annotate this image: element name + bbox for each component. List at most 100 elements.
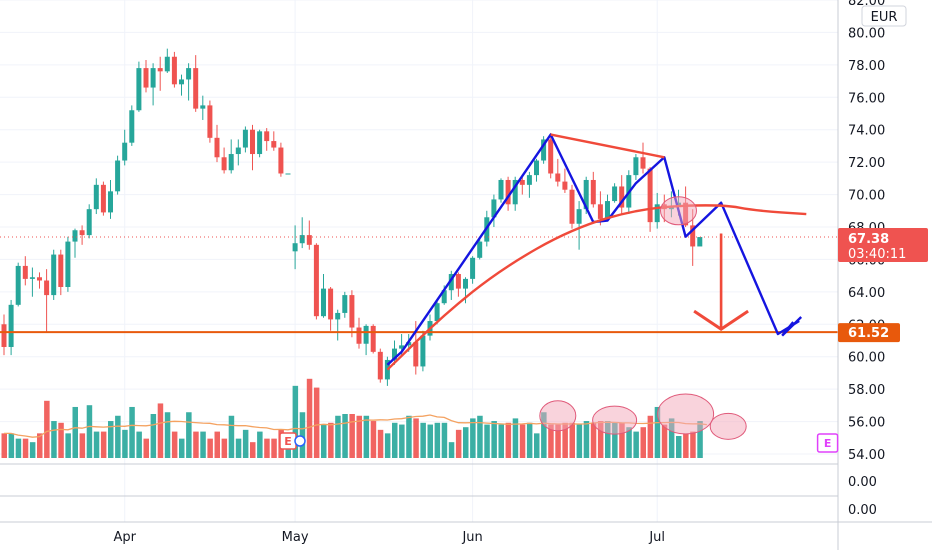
volume-bar xyxy=(228,415,235,458)
candle xyxy=(633,154,639,180)
volume-bar xyxy=(647,415,654,458)
time-axis[interactable]: Apr May Jun Jul xyxy=(113,530,665,545)
candle xyxy=(8,299,14,356)
volume-bar xyxy=(512,418,519,458)
candle xyxy=(335,309,341,341)
target-arrowhead xyxy=(693,309,749,331)
candle xyxy=(22,256,28,286)
volume-bar xyxy=(690,431,696,458)
last-price-badge: 67.38 03:40:11 xyxy=(838,228,928,263)
candle xyxy=(448,270,454,300)
currency-text: EUR xyxy=(871,10,898,25)
rounding-top-arc[interactable] xyxy=(386,204,807,371)
candle xyxy=(136,61,142,112)
volume-bar xyxy=(384,433,391,458)
volume-bar xyxy=(349,414,355,458)
candle xyxy=(455,272,461,297)
currency-label[interactable]: EUR xyxy=(861,5,907,27)
candle xyxy=(470,256,476,284)
candle xyxy=(306,220,312,250)
volume-bar xyxy=(399,424,405,458)
time-tick-label: Jun xyxy=(461,530,482,545)
candle xyxy=(72,228,78,258)
price-tick-label: 64.00 xyxy=(848,286,885,301)
volume-bar xyxy=(29,442,36,458)
candle xyxy=(242,126,248,153)
volume-bar xyxy=(235,438,242,458)
volume-bar xyxy=(207,438,213,458)
candle xyxy=(619,175,625,215)
volume-bar xyxy=(455,429,462,458)
volume-bar xyxy=(541,412,547,458)
earnings-event-badge[interactable]: E xyxy=(816,433,839,453)
volume-bar xyxy=(654,406,661,458)
volume-bar xyxy=(285,447,291,458)
candle xyxy=(65,236,71,292)
volume-bar xyxy=(313,387,320,458)
volume-bar xyxy=(626,427,632,458)
volume-bar xyxy=(377,429,384,458)
volume-bar xyxy=(221,438,228,458)
price-tick-label: 58.00 xyxy=(848,383,885,398)
indicator-axis: 0.00 0.00 xyxy=(848,475,877,518)
volume-bar xyxy=(157,403,164,458)
volume-bar xyxy=(555,424,561,458)
volume-highlight-circle[interactable] xyxy=(657,393,715,435)
candle xyxy=(79,225,85,245)
candle xyxy=(157,56,163,91)
volume-bar xyxy=(548,424,554,458)
candle xyxy=(612,183,618,203)
volume-bar xyxy=(179,438,185,458)
volume-bar xyxy=(576,424,583,458)
price-tick-label: 76.00 xyxy=(848,91,885,106)
volume-bar xyxy=(477,415,483,458)
volume-bars xyxy=(1,378,703,458)
volume-bar xyxy=(590,422,597,458)
volume-bar xyxy=(58,422,64,458)
volume-bar xyxy=(413,418,419,458)
candle xyxy=(108,179,113,219)
candle xyxy=(143,59,149,93)
highlight-circle[interactable] xyxy=(660,196,697,226)
price-tick-label: 78.00 xyxy=(848,59,885,74)
volume-highlight-circle[interactable] xyxy=(709,412,747,440)
volume-bar xyxy=(676,436,682,458)
volume-bar xyxy=(406,415,412,458)
candle xyxy=(179,74,184,96)
price-tick-label: 72.00 xyxy=(848,156,885,171)
candle xyxy=(434,299,440,325)
volume-bar xyxy=(640,427,646,458)
candle xyxy=(100,181,106,216)
volume-bar xyxy=(498,424,504,458)
candle xyxy=(505,176,511,211)
volume-bar xyxy=(115,415,121,458)
candle xyxy=(526,171,532,198)
volume-bar xyxy=(186,412,192,458)
candle xyxy=(257,129,263,158)
candle xyxy=(44,269,50,333)
volume-bar xyxy=(171,431,178,458)
candle xyxy=(86,204,92,239)
earnings-event-badge[interactable]: E xyxy=(279,432,306,450)
volume-bar xyxy=(526,422,533,458)
volume-bar xyxy=(86,405,93,458)
drawing-annotations[interactable] xyxy=(386,133,807,440)
last-price-value: 67.38 xyxy=(848,232,889,247)
candle xyxy=(576,201,582,250)
volume-bar xyxy=(668,418,675,458)
resistance-trendline[interactable] xyxy=(550,133,665,159)
volume-bar xyxy=(448,442,455,458)
candle xyxy=(221,147,227,174)
volume-bar xyxy=(491,421,497,458)
event-badge-label: E xyxy=(284,435,292,448)
volume-bar xyxy=(427,424,433,458)
volume-highlight-circle[interactable] xyxy=(592,405,638,435)
volume-bar xyxy=(100,431,107,458)
volume-highlight-circle[interactable] xyxy=(539,400,577,432)
volume-bar xyxy=(200,431,206,458)
volume-bar xyxy=(242,429,249,458)
time-tick-label: Jul xyxy=(648,530,665,545)
pattern-zigzag-line[interactable] xyxy=(386,133,800,366)
